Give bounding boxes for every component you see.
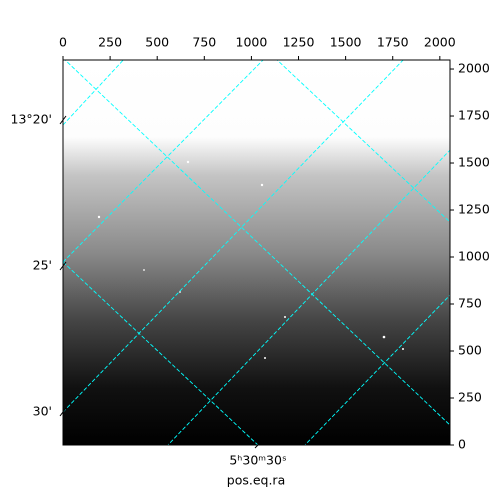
world-y-tick bbox=[59, 115, 67, 125]
world-x-tick bbox=[254, 441, 262, 449]
x-tick-label: 250 bbox=[98, 35, 122, 50]
world-y-tick-label: 13°20' bbox=[11, 112, 53, 127]
y-tick-label: 250 bbox=[458, 390, 482, 405]
image bbox=[63, 60, 450, 445]
world-y-tick bbox=[59, 407, 67, 417]
y-tick-label: 1500 bbox=[458, 155, 490, 170]
world-y-tick bbox=[59, 261, 67, 271]
x-tick-label: 500 bbox=[145, 35, 169, 50]
x-tick-label: 1000 bbox=[236, 35, 268, 50]
x-axis-label: pos.eq.ra bbox=[227, 473, 285, 488]
x-tick-label: 1500 bbox=[330, 35, 362, 50]
y-tick-label: 500 bbox=[458, 343, 482, 358]
x-tick-label: 1750 bbox=[377, 35, 409, 50]
world-y-tick-label: 25' bbox=[33, 258, 52, 273]
world-y-tick-label: 30' bbox=[33, 404, 52, 419]
y-tick-label: 0 bbox=[458, 437, 466, 452]
x-tick-label: 750 bbox=[192, 35, 216, 50]
y-tick-label: 750 bbox=[458, 296, 482, 311]
world-x-tick-label: 5ʰ30ᵐ30ˢ bbox=[229, 453, 286, 468]
y-tick-label: 2000 bbox=[458, 61, 490, 76]
frame bbox=[62, 59, 451, 446]
y-tick-label: 1250 bbox=[458, 202, 490, 217]
x-tick-label: 0 bbox=[59, 35, 67, 50]
y-tick-label: 1000 bbox=[458, 249, 490, 264]
stars bbox=[97, 160, 404, 359]
world-grid bbox=[63, 60, 450, 445]
x-tick-label: 2000 bbox=[424, 35, 456, 50]
y-tick-label: 1750 bbox=[458, 108, 490, 123]
x-tick-label: 1250 bbox=[283, 35, 315, 50]
